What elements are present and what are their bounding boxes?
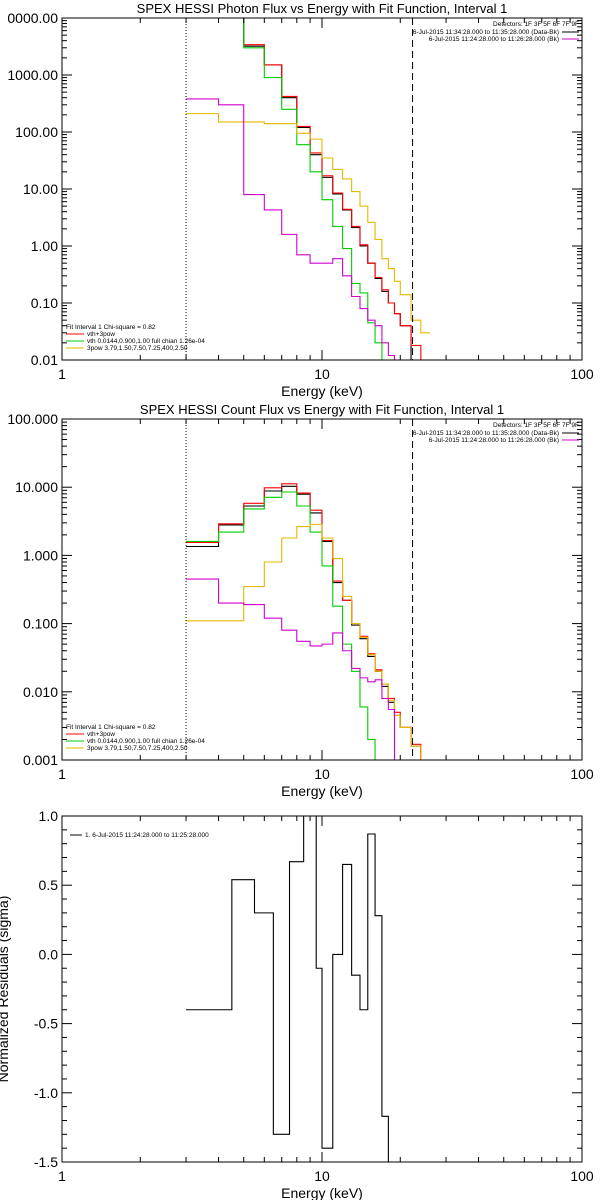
x-tick-label: 10 — [314, 1168, 330, 1184]
y-tick-label: -1.0 — [34, 1085, 58, 1101]
series-line-vth — [186, 18, 383, 360]
y-tick-label: 0.10 — [31, 295, 58, 311]
y-tick-label: 0.5 — [39, 877, 59, 893]
x-axis-label: Energy (keV) — [281, 1185, 363, 1200]
x-tick-label: 1 — [58, 766, 66, 782]
y-tick-label: 0.0 — [39, 946, 59, 962]
y-tick-label: 0.100 — [23, 616, 58, 632]
x-tick-label: 100 — [570, 1168, 594, 1184]
y-tick-label: 1.00 — [31, 238, 58, 254]
chart-title: SPEX HESSI Count Flux vs Energy with Fit… — [140, 402, 504, 417]
y-tick-label: 100.000 — [7, 411, 58, 427]
plot-area-2 — [186, 483, 422, 760]
series-line-vth-3pow — [186, 18, 430, 360]
legend-entry-label: vth+3pow — [87, 731, 115, 738]
y-tick-label: 0.010 — [23, 684, 58, 700]
header-entry-label: 6-Jul-2015 11:24:28.000 to 11:26:28.000 … — [429, 437, 559, 444]
y-tick-label: -0.5 — [34, 1016, 58, 1032]
x-tick-label: 100 — [570, 366, 594, 382]
x-tick-label: 10 — [314, 766, 330, 782]
x-axis-label: Energy (keV) — [281, 383, 363, 399]
x-tick-label: 100 — [570, 766, 594, 782]
panel-2: 1 10 100 0.001 0.010 0.100 1.000 10.000 100.000 S… — [7, 402, 594, 799]
x-tick-label: 1 — [58, 366, 66, 382]
plot-area-3 — [186, 816, 389, 1162]
y-tick-label: 0.001 — [23, 752, 58, 768]
legend-entry-label: vth 0.0144,0.900,1.00 full chian 1.26e-0… — [87, 338, 205, 345]
x-tick-label: 10 — [314, 366, 330, 382]
plot-area-1 — [186, 18, 430, 360]
header-entry-label: 6-Jul-2015 11:24:28.000 to 11:26:28.000 … — [429, 36, 559, 43]
legend-entry-label: 3pow 3.79,1.50,7.50,7.25,400,2.50 — [87, 345, 188, 352]
detectors-label: Detectors: 1F 3F 5F 6F 7F 9F — [493, 422, 579, 429]
panel-1: 1 10 100 0.01 0.10 1.00 10.00 100.00 1000.00 0000… — [7, 1, 594, 399]
x-axis-label: Energy (keV) — [281, 783, 363, 799]
y-tick-label: 0000.00 — [7, 10, 58, 26]
series-line-bk — [186, 578, 396, 760]
legend-entry-label: vth 0.0144,0.900,1.00 full chian 1.26e-0… — [87, 738, 205, 745]
y-axis-label: Normalized Residuals (sigma) — [0, 896, 11, 1083]
chart-title: SPEX HESSI Photon Flux vs Energy with Fi… — [137, 1, 508, 16]
panel-3: 1 10 100 -1.5 -1.0 -0.5 0.0 0.5 1.0 Energy (keV) N… — [0, 808, 594, 1200]
header-entry-label: 6-Jul-2015 11:34:28.000 to 11:35:28.000 … — [413, 430, 559, 437]
legend-title: Fit Interval 1 Chi-square = 0.82 — [66, 324, 156, 331]
y-tick-label: 10.000 — [15, 479, 58, 495]
series-line-3pow — [186, 113, 430, 334]
series-line-vth-3pow — [186, 483, 422, 760]
legend-entry-label: 1. 6-Jul-2015 11:24:28.000 to 11:25:28.0… — [85, 832, 209, 839]
axes-frame — [61, 418, 583, 761]
x-tick-label: 1 — [58, 1168, 66, 1184]
series-line-residuals — [186, 816, 389, 1162]
series-line-data-bk — [186, 485, 422, 760]
legend-entry-label: vth+3pow — [87, 331, 115, 338]
y-tick-label: 1.0 — [39, 808, 59, 824]
series-line-bk — [186, 98, 396, 360]
series-line-3pow — [186, 523, 422, 760]
y-tick-label: 0.01 — [31, 352, 58, 368]
detectors-label: Detectors: 1F 3F 5F 6F 7F 9F — [493, 21, 579, 28]
y-tick-label: 10.00 — [23, 181, 58, 197]
legend-title: Fit Interval 1 Chi-square = 0.82 — [66, 724, 156, 731]
y-tick-label: 1.000 — [23, 547, 58, 563]
header-entry-label: 6-Jul-2015 11:34:28.000 to 11:35:28.000 … — [413, 29, 559, 36]
legend-entry-label: 3pow 3.79,1.50,7.50,7.25,400,2.50 — [87, 745, 188, 752]
y-tick-label: -1.5 — [34, 1154, 58, 1170]
y-tick-label: 1000.00 — [7, 67, 58, 83]
series-line-vth — [186, 491, 376, 760]
y-tick-label: 100.00 — [15, 124, 58, 140]
